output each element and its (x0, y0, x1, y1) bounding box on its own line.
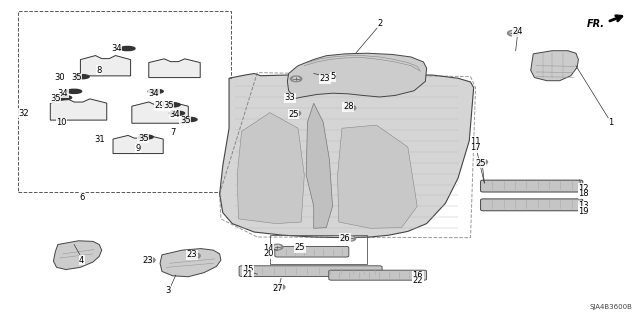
Text: 34: 34 (111, 44, 122, 53)
Ellipse shape (56, 95, 72, 100)
Text: 1: 1 (609, 118, 614, 127)
Circle shape (275, 246, 280, 249)
Polygon shape (148, 59, 200, 78)
FancyBboxPatch shape (481, 180, 583, 192)
Ellipse shape (120, 47, 135, 51)
Text: 33: 33 (285, 93, 295, 102)
Polygon shape (287, 53, 427, 99)
Text: 11: 11 (470, 137, 481, 146)
Text: 27: 27 (272, 284, 283, 293)
Circle shape (272, 244, 283, 250)
Text: 25: 25 (294, 243, 305, 252)
Text: SJA4B3600B: SJA4B3600B (589, 304, 632, 310)
Text: 20: 20 (263, 249, 274, 258)
Text: 5: 5 (330, 72, 335, 81)
Ellipse shape (74, 75, 89, 79)
Polygon shape (306, 103, 333, 228)
Ellipse shape (182, 117, 197, 122)
Circle shape (191, 254, 198, 257)
Text: 35: 35 (71, 73, 82, 82)
Circle shape (344, 235, 356, 241)
Circle shape (479, 160, 485, 164)
Circle shape (292, 112, 298, 115)
Text: 24: 24 (512, 27, 523, 36)
Circle shape (144, 257, 155, 263)
Text: 32: 32 (19, 109, 29, 118)
Text: 35: 35 (180, 116, 191, 125)
Polygon shape (531, 51, 579, 81)
Bar (270, 234, 367, 264)
Polygon shape (337, 125, 417, 228)
Ellipse shape (138, 135, 153, 139)
Text: 15: 15 (243, 265, 253, 274)
Text: 34: 34 (169, 110, 180, 119)
Text: 18: 18 (578, 189, 589, 198)
Circle shape (510, 32, 516, 35)
Polygon shape (220, 73, 474, 238)
Circle shape (347, 237, 353, 240)
Ellipse shape (148, 89, 163, 93)
Text: 3: 3 (166, 286, 171, 295)
Text: 25: 25 (476, 159, 486, 168)
Text: 31: 31 (94, 135, 104, 144)
Polygon shape (113, 136, 163, 153)
Circle shape (344, 105, 356, 111)
Ellipse shape (170, 111, 184, 115)
Text: 12: 12 (578, 184, 589, 193)
Text: 19: 19 (578, 207, 589, 216)
Text: 23: 23 (142, 256, 153, 265)
Text: 23: 23 (187, 250, 197, 259)
Text: 17: 17 (470, 143, 481, 152)
Text: FR.: FR. (587, 19, 605, 28)
Polygon shape (132, 102, 188, 123)
Text: 35: 35 (138, 134, 148, 143)
Polygon shape (54, 241, 102, 270)
Polygon shape (160, 249, 221, 277)
Ellipse shape (165, 103, 180, 107)
FancyBboxPatch shape (481, 199, 583, 211)
Text: 4: 4 (79, 256, 84, 265)
Circle shape (147, 259, 152, 262)
Circle shape (189, 253, 200, 259)
Circle shape (291, 76, 302, 82)
FancyBboxPatch shape (275, 246, 349, 257)
Polygon shape (81, 56, 131, 76)
Text: 14: 14 (263, 244, 274, 253)
Text: 23: 23 (320, 74, 330, 83)
Text: 2: 2 (377, 19, 382, 28)
Text: 13: 13 (578, 201, 589, 210)
Polygon shape (237, 113, 305, 224)
Text: 34: 34 (148, 89, 159, 98)
Text: 26: 26 (340, 234, 351, 243)
Text: 25: 25 (289, 110, 299, 119)
Circle shape (289, 110, 301, 116)
Bar (18, 11, 231, 192)
Text: 22: 22 (413, 276, 423, 285)
FancyBboxPatch shape (329, 270, 427, 280)
FancyBboxPatch shape (239, 266, 382, 277)
Text: 28: 28 (343, 102, 353, 111)
Circle shape (276, 286, 282, 289)
Circle shape (508, 30, 519, 36)
Text: 6: 6 (79, 192, 84, 202)
Circle shape (476, 159, 488, 165)
Text: 29: 29 (155, 101, 165, 110)
Text: 10: 10 (56, 118, 67, 127)
Circle shape (293, 77, 300, 80)
Polygon shape (51, 99, 107, 120)
Text: 9: 9 (136, 144, 141, 153)
Text: 35: 35 (163, 101, 173, 110)
Text: 21: 21 (243, 270, 253, 279)
Text: 34: 34 (58, 89, 68, 98)
Text: 30: 30 (54, 73, 65, 82)
Text: 7: 7 (170, 129, 175, 137)
Text: 16: 16 (413, 271, 423, 280)
Circle shape (347, 106, 353, 109)
Ellipse shape (67, 89, 82, 93)
Text: 35: 35 (50, 94, 61, 103)
Circle shape (273, 284, 285, 290)
Text: 8: 8 (97, 66, 102, 75)
